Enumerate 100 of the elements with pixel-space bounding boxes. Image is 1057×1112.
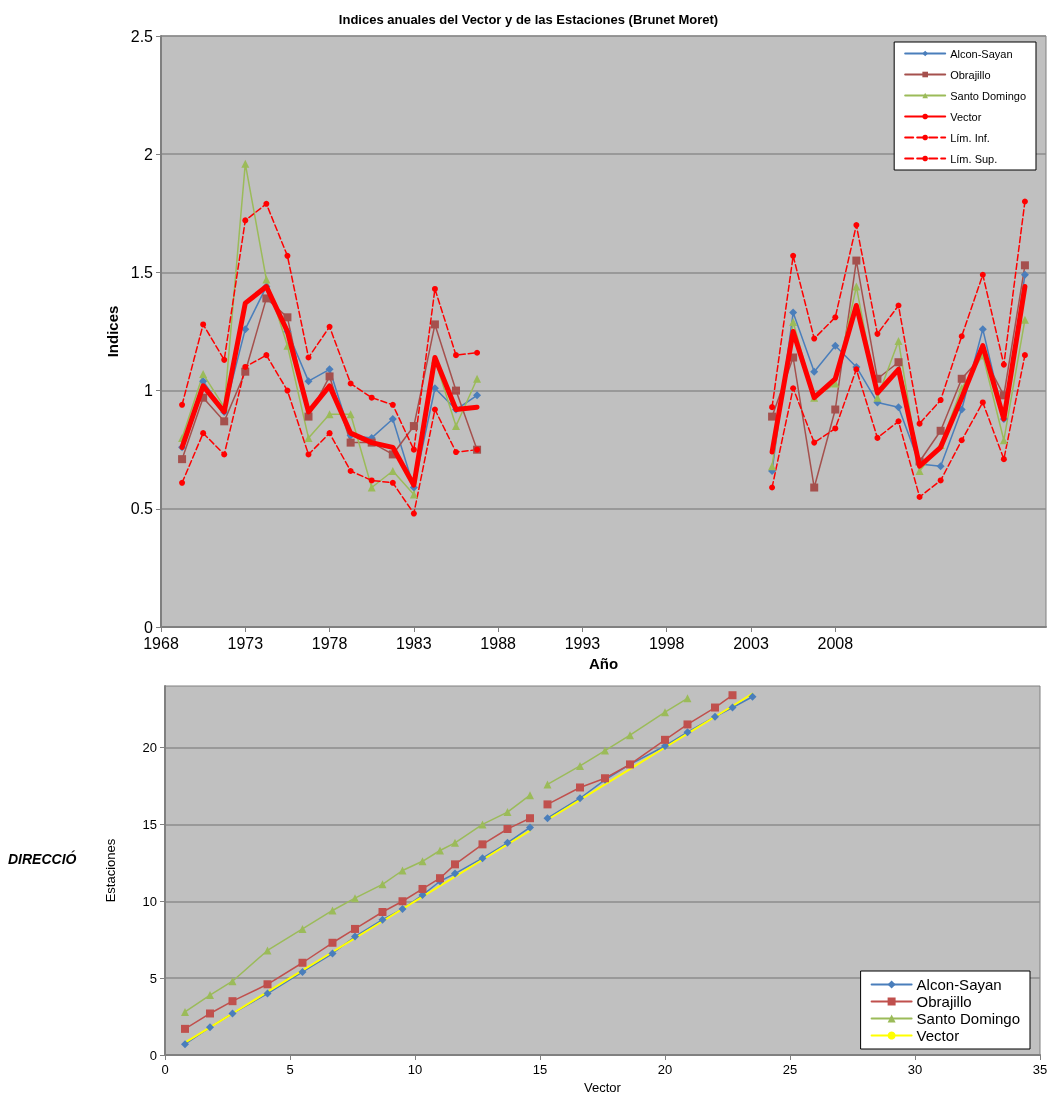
point bbox=[200, 430, 207, 437]
point bbox=[811, 335, 818, 342]
point bbox=[389, 479, 396, 486]
point bbox=[979, 399, 986, 406]
point bbox=[431, 285, 438, 292]
point bbox=[711, 712, 719, 721]
point bbox=[831, 405, 840, 414]
point bbox=[378, 915, 387, 924]
point bbox=[431, 406, 438, 413]
point bbox=[979, 271, 986, 278]
point bbox=[601, 746, 609, 755]
point bbox=[409, 490, 418, 499]
point bbox=[241, 159, 250, 168]
point bbox=[378, 880, 387, 889]
y-axis-title: Indices bbox=[103, 305, 121, 358]
point bbox=[206, 1023, 214, 1032]
point bbox=[576, 783, 584, 792]
point bbox=[810, 367, 819, 376]
point bbox=[178, 455, 187, 464]
point bbox=[410, 446, 417, 453]
x-tick-label: 10 bbox=[407, 1062, 423, 1077]
point bbox=[284, 252, 291, 259]
point bbox=[389, 401, 396, 408]
point bbox=[325, 372, 334, 381]
point bbox=[242, 217, 249, 224]
legend-label: Santo Domingo bbox=[950, 89, 1026, 102]
point bbox=[221, 451, 228, 458]
point bbox=[576, 761, 584, 770]
point bbox=[347, 467, 354, 474]
x-tick-label: 1978 bbox=[311, 634, 348, 652]
point bbox=[298, 958, 307, 967]
point bbox=[769, 404, 776, 411]
point bbox=[831, 341, 840, 350]
legend-label: Obrajillo bbox=[950, 68, 991, 81]
point bbox=[936, 462, 945, 471]
point bbox=[452, 386, 460, 395]
point bbox=[748, 692, 757, 701]
point bbox=[325, 365, 334, 374]
y-tick-label: 0.5 bbox=[130, 500, 154, 518]
point bbox=[221, 356, 228, 363]
point bbox=[474, 349, 481, 356]
point bbox=[478, 840, 487, 849]
point bbox=[378, 908, 387, 917]
point bbox=[478, 820, 487, 829]
point bbox=[451, 838, 459, 847]
point bbox=[410, 510, 417, 517]
point bbox=[430, 320, 439, 329]
point bbox=[916, 493, 923, 500]
legend-label: Lím. Inf. bbox=[950, 131, 990, 144]
legend-label: Alcon-Sayan bbox=[916, 976, 1002, 993]
point bbox=[453, 352, 459, 359]
point bbox=[473, 391, 482, 400]
point bbox=[451, 860, 459, 869]
point bbox=[832, 425, 839, 432]
point bbox=[768, 412, 777, 421]
point bbox=[1021, 352, 1028, 359]
point bbox=[181, 1024, 189, 1033]
point bbox=[298, 967, 307, 976]
point bbox=[683, 728, 692, 737]
y-tick-label: 1.5 bbox=[130, 263, 154, 281]
point bbox=[768, 462, 777, 471]
x-axis-title: Vector bbox=[584, 1079, 622, 1095]
point bbox=[326, 323, 333, 330]
point bbox=[473, 374, 482, 383]
point bbox=[228, 977, 237, 986]
y-tick-label: 2 bbox=[144, 145, 154, 163]
y-axis-title: Estaciones bbox=[103, 838, 118, 903]
point bbox=[916, 420, 923, 427]
point bbox=[284, 387, 291, 394]
point bbox=[304, 377, 313, 386]
point bbox=[325, 410, 334, 419]
point bbox=[263, 352, 270, 359]
point bbox=[543, 780, 552, 789]
point bbox=[728, 703, 737, 712]
point bbox=[398, 866, 407, 875]
point bbox=[1021, 198, 1028, 205]
x-tick-label: 15 bbox=[532, 1062, 548, 1077]
point bbox=[328, 906, 337, 915]
point bbox=[895, 302, 902, 309]
point bbox=[958, 437, 965, 444]
point bbox=[894, 336, 903, 345]
point bbox=[453, 449, 459, 456]
point bbox=[181, 1007, 189, 1016]
x-tick-label: 1998 bbox=[648, 634, 685, 652]
x-tick-label: 2003 bbox=[733, 634, 769, 652]
x-axis-title: Año bbox=[588, 654, 619, 672]
point bbox=[810, 483, 819, 492]
x-tick-label: 2008 bbox=[817, 634, 854, 652]
point bbox=[503, 808, 512, 817]
x-tick-label: 30 bbox=[907, 1062, 923, 1077]
point bbox=[894, 403, 903, 412]
point bbox=[298, 924, 307, 933]
point bbox=[683, 694, 692, 703]
point bbox=[326, 430, 333, 437]
point bbox=[398, 904, 407, 913]
point bbox=[661, 735, 669, 744]
point bbox=[711, 703, 719, 712]
point bbox=[328, 949, 337, 958]
point bbox=[347, 380, 354, 387]
point bbox=[304, 433, 313, 442]
